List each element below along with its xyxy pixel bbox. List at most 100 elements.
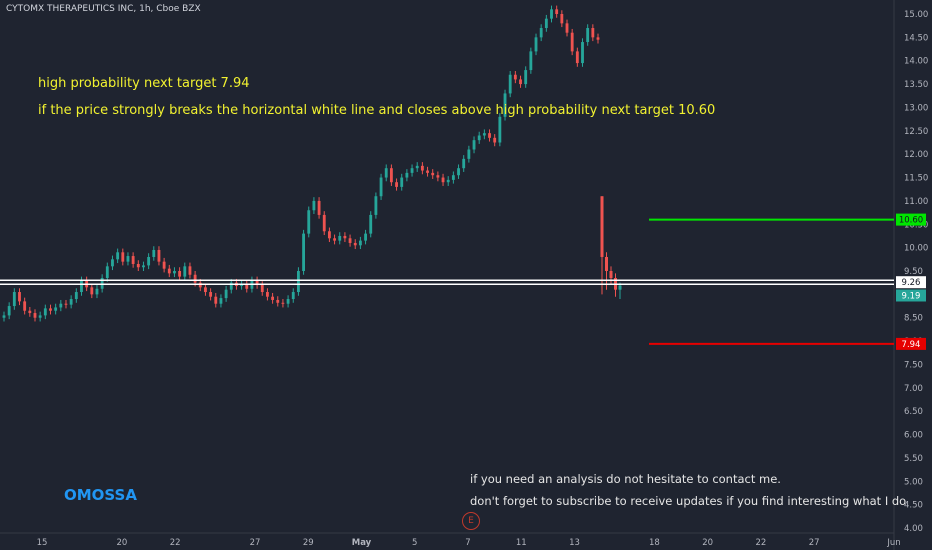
candle-body <box>560 14 564 24</box>
x-tick-label: 27 <box>250 538 261 548</box>
candle-body <box>441 177 445 183</box>
candle-body <box>482 133 486 136</box>
contact-note: if you need an analysis do not hesitate … <box>470 472 781 486</box>
candle-body <box>415 165 419 169</box>
candle-body <box>64 303 68 305</box>
x-tick-label: 27 <box>809 538 820 548</box>
x-tick-label: 7 <box>465 538 470 548</box>
candle-body <box>54 307 58 311</box>
candle-body <box>586 28 590 43</box>
candle-body <box>198 282 202 288</box>
candle-body <box>618 285 622 290</box>
earnings-e-icon[interactable]: E <box>462 512 480 530</box>
candle-body <box>539 28 543 38</box>
resistance-price-label: 9.26 <box>902 278 921 288</box>
candle-body <box>49 308 52 311</box>
annotation-target-low: high probability next target 7.94 <box>38 76 250 91</box>
candle-body <box>488 133 491 138</box>
candle-body <box>12 292 16 307</box>
y-tick-label: 14.00 <box>904 57 928 67</box>
x-tick-label: 20 <box>116 538 127 548</box>
y-tick-label: 11.00 <box>904 197 928 207</box>
candle-body <box>343 235 347 239</box>
candle-body <box>111 259 114 267</box>
candle-body <box>420 165 424 171</box>
x-tick-label: 20 <box>702 538 713 548</box>
candle-body <box>18 292 21 302</box>
candle-body <box>384 168 388 178</box>
y-tick-label: 13.50 <box>904 80 928 90</box>
candle-body <box>188 266 192 275</box>
candle-body <box>338 235 342 241</box>
candle-body <box>431 172 435 176</box>
candle-body <box>95 288 99 295</box>
candle-body <box>271 296 275 300</box>
x-tick-label: 5 <box>412 538 417 548</box>
candle-body <box>131 256 135 264</box>
candle-body <box>605 256 608 271</box>
y-tick-label: 12.00 <box>904 150 928 160</box>
candle-body <box>2 315 6 318</box>
candle-body <box>477 135 481 141</box>
candle-body <box>281 302 285 304</box>
y-tick-label: 13.00 <box>904 103 928 113</box>
candle-body <box>451 175 455 180</box>
target-low-price-badge <box>896 337 926 350</box>
candle-body <box>193 274 197 283</box>
candle-body <box>369 214 373 234</box>
candle-body <box>142 265 145 268</box>
x-tick-label: May <box>352 538 372 548</box>
candle-body <box>581 42 584 64</box>
candle-body <box>80 280 83 293</box>
candle-body <box>575 51 579 64</box>
candle-body <box>555 9 559 14</box>
candle-body <box>348 238 352 243</box>
candle-body <box>266 292 269 297</box>
candle-body <box>498 116 502 143</box>
candle-body <box>426 170 429 173</box>
target-high-price-label: 10.60 <box>899 216 923 226</box>
candle-body <box>446 179 450 183</box>
candle-body <box>173 271 176 274</box>
candle-body <box>307 210 311 234</box>
candle-body <box>358 240 362 246</box>
y-tick-label: 4.00 <box>904 524 923 534</box>
candle-body <box>178 271 182 277</box>
resistance-price-badge <box>896 276 926 289</box>
candle-body <box>472 140 476 150</box>
candle-body <box>90 287 94 295</box>
candle-body <box>214 296 218 304</box>
candle-body <box>136 263 140 268</box>
candle-body <box>126 256 130 262</box>
y-tick-label: 7.00 <box>904 384 923 394</box>
current-price-badge <box>896 289 926 302</box>
candle-body <box>219 298 223 304</box>
candle-body <box>529 51 533 71</box>
y-tick-label: 8.50 <box>904 314 923 324</box>
candle-body <box>74 292 78 300</box>
x-tick-label: 22 <box>170 538 181 548</box>
x-tick-label: 18 <box>649 538 660 548</box>
candle-body <box>167 268 171 274</box>
subscribe-note: don't forget to subscribe to receive upd… <box>470 494 907 508</box>
candle-body <box>600 196 604 257</box>
candle-body <box>534 37 538 52</box>
candle-body <box>116 252 120 260</box>
y-tick-label: 11.50 <box>904 174 928 184</box>
candle-body <box>524 70 528 85</box>
candle-body <box>291 292 295 300</box>
candle-body <box>400 177 404 187</box>
x-tick-label: 29 <box>303 538 314 548</box>
candle-body <box>544 18 548 29</box>
candle-body <box>23 301 27 311</box>
candle-body <box>28 310 32 314</box>
y-tick-label: 14.50 <box>904 33 928 43</box>
candle-body <box>508 74 512 94</box>
candle-body <box>550 9 553 19</box>
candle-body <box>286 299 290 304</box>
annotation-target-high: if the price strongly breaks the horizon… <box>38 103 716 118</box>
candle-body <box>43 308 47 316</box>
candle-body <box>121 252 125 262</box>
candle-body <box>224 289 228 299</box>
